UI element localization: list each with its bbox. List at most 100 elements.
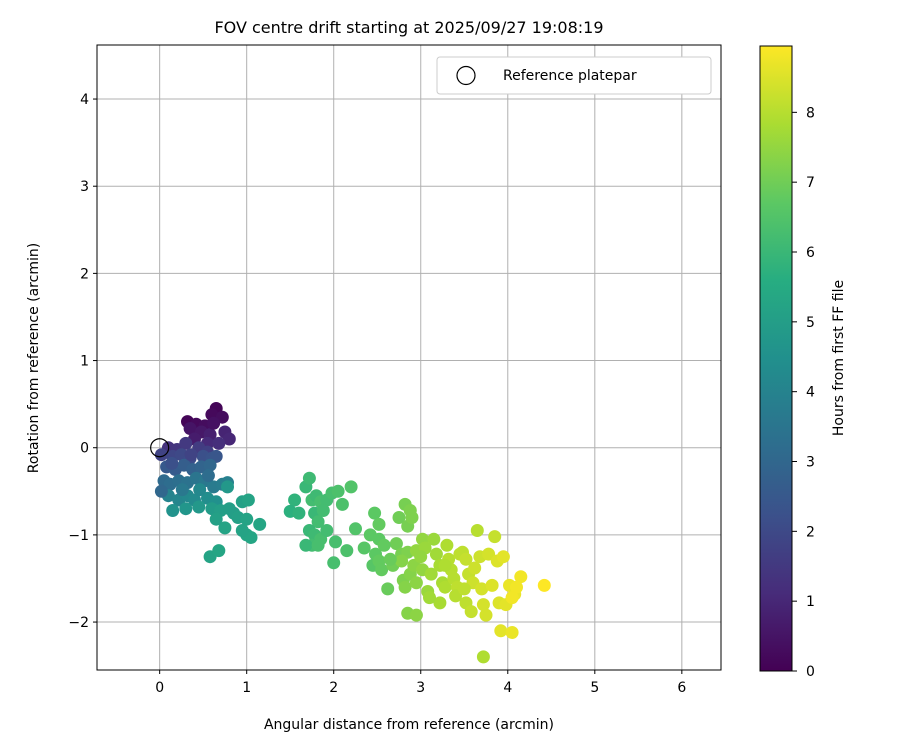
- scatter-point: [311, 515, 325, 529]
- scatter-point: [357, 541, 371, 555]
- legend-marker-icon: [456, 65, 476, 86]
- x-tick-label: 1: [242, 680, 251, 696]
- scatter-point: [494, 624, 508, 638]
- scatter-point: [398, 580, 412, 594]
- scatter-point: [496, 550, 510, 564]
- scatter-point: [414, 550, 428, 564]
- y-axis-label: Rotation from reference (arcmin): [26, 243, 42, 473]
- scatter-point: [537, 578, 551, 592]
- scatter-point: [241, 493, 255, 507]
- scatter-point: [510, 580, 523, 594]
- colorbar-gradient: [759, 45, 793, 672]
- scatter-point: [505, 591, 519, 605]
- scatter-point: [299, 538, 313, 552]
- scatter-point: [468, 561, 482, 575]
- scatter-point: [429, 547, 443, 561]
- y-tick-label: 2: [80, 266, 89, 282]
- scatter-point: [440, 538, 454, 552]
- scatter-point: [372, 517, 386, 531]
- x-tick-label: 2: [329, 680, 338, 696]
- scatter-point: [409, 576, 423, 590]
- scatter-point: [183, 422, 197, 435]
- scatter-point: [165, 456, 179, 470]
- plot-frame: [96, 44, 722, 671]
- colorbar-tick-label: 7: [806, 175, 815, 191]
- legend-box: [436, 56, 712, 95]
- scatter-point: [212, 544, 226, 558]
- scatter-points: [154, 402, 551, 664]
- scatter-point: [344, 480, 358, 494]
- scatter-point: [368, 506, 382, 520]
- scatter-point: [476, 598, 490, 612]
- scatter-point: [179, 502, 193, 516]
- scatter-point: [154, 484, 168, 498]
- scatter-point: [240, 512, 254, 526]
- chart-title: FOV centre drift starting at 2025/09/27 …: [214, 18, 603, 37]
- scatter-point: [235, 524, 249, 537]
- scatter-point: [475, 582, 489, 596]
- scatter-point: [505, 626, 519, 639]
- scatter-point: [218, 521, 232, 535]
- scatter-point: [375, 563, 389, 577]
- x-tick-label: 6: [677, 680, 686, 696]
- colorbar-tick-label: 6: [806, 245, 815, 261]
- scatter-point: [311, 538, 325, 552]
- scatter-point: [244, 531, 258, 544]
- scatter-point: [470, 524, 484, 537]
- scatter-point: [488, 530, 502, 544]
- scatter-point: [482, 547, 496, 561]
- y-tick-label: 1: [80, 354, 89, 370]
- scatter-point: [409, 608, 423, 622]
- colorbar-label: Hours from first FF file: [831, 280, 847, 436]
- scatter-point: [381, 582, 395, 596]
- colorbar-tick-label: 3: [806, 455, 815, 471]
- scatter-point: [424, 567, 438, 581]
- scatter-point: [201, 469, 215, 483]
- scatter-point: [221, 480, 234, 494]
- reference-marker: [150, 438, 170, 458]
- scatter-point: [184, 448, 198, 462]
- scatter-point: [514, 570, 528, 584]
- scatter-point: [459, 552, 473, 566]
- colorbar-tick-label: 2: [806, 524, 815, 540]
- scatter-point: [203, 458, 217, 472]
- scatter-point: [192, 500, 206, 514]
- scatter-point: [438, 580, 452, 594]
- x-tick-label: 3: [416, 680, 425, 696]
- scatter-point: [405, 511, 419, 524]
- scatter-point: [320, 524, 334, 537]
- scatter-point: [253, 517, 267, 531]
- x-ticks: 0 1 2 3 4 5 6: [155, 670, 686, 696]
- y-tick-label: 3: [80, 179, 89, 195]
- scatter-point: [331, 484, 345, 498]
- scatter-point: [179, 436, 193, 450]
- scatter-point: [288, 493, 302, 507]
- scatter-point: [389, 537, 403, 551]
- scatter-point: [438, 558, 452, 572]
- scatter-point: [316, 504, 330, 517]
- x-tick-label: 5: [590, 680, 599, 696]
- scatter-point: [349, 522, 362, 536]
- scatter-point: [329, 535, 342, 549]
- scatter-point: [292, 506, 306, 520]
- colorbar-tick-label: 4: [806, 385, 815, 401]
- scatter-point: [340, 544, 354, 558]
- x-tick-label: 4: [503, 680, 512, 696]
- scatter-point: [154, 448, 168, 462]
- scatter-point: [464, 605, 478, 619]
- reference-platepar-marker: [150, 438, 170, 458]
- scatter-point: [476, 650, 490, 664]
- legend-label: Reference platepar: [503, 68, 637, 84]
- scatter-point: [327, 556, 341, 570]
- scatter-point: [457, 582, 471, 596]
- colorbar-tick-label: 8: [806, 105, 815, 121]
- scatter-point: [377, 538, 391, 552]
- colorbar-tick-label: 5: [806, 315, 815, 331]
- y-tick-label: −1: [68, 528, 89, 544]
- grid: [97, 45, 721, 670]
- x-axis-label: Angular distance from reference (arcmin): [264, 717, 554, 733]
- scatter-point: [449, 589, 463, 603]
- legend: Reference platepar: [436, 56, 712, 95]
- scatter-point: [222, 432, 236, 446]
